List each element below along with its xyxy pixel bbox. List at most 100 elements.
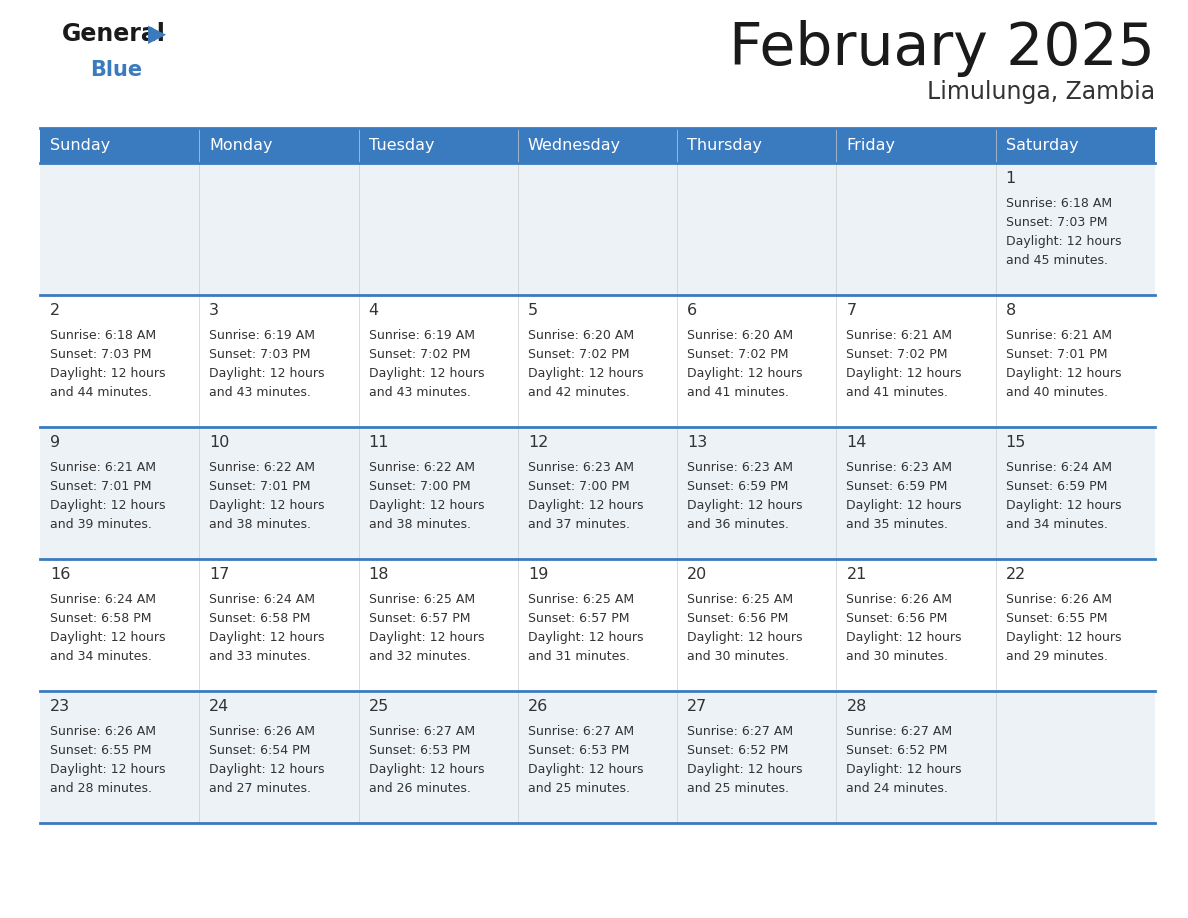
Bar [677, 295, 836, 427]
Text: and 45 minutes.: and 45 minutes. [1006, 254, 1107, 267]
Text: Daylight: 12 hours: Daylight: 12 hours [687, 499, 803, 512]
Bar [200, 427, 359, 559]
Text: 11: 11 [368, 435, 390, 450]
Text: Sunrise: 6:24 AM: Sunrise: 6:24 AM [209, 593, 315, 606]
Text: Daylight: 12 hours: Daylight: 12 hours [846, 367, 962, 380]
Text: Sunset: 6:57 PM: Sunset: 6:57 PM [527, 612, 630, 625]
Text: Sunrise: 6:24 AM: Sunrise: 6:24 AM [1006, 461, 1112, 474]
Text: Daylight: 12 hours: Daylight: 12 hours [527, 763, 644, 776]
Text: and 34 minutes.: and 34 minutes. [1006, 518, 1107, 531]
Text: Sunrise: 6:25 AM: Sunrise: 6:25 AM [527, 593, 634, 606]
Text: Daylight: 12 hours: Daylight: 12 hours [209, 631, 324, 644]
Text: Sunset: 6:52 PM: Sunset: 6:52 PM [846, 744, 948, 757]
Text: Sunset: 7:03 PM: Sunset: 7:03 PM [1006, 216, 1107, 229]
Text: and 37 minutes.: and 37 minutes. [527, 518, 630, 531]
Text: 20: 20 [687, 567, 707, 582]
Text: Daylight: 12 hours: Daylight: 12 hours [1006, 631, 1121, 644]
Text: Daylight: 12 hours: Daylight: 12 hours [50, 499, 165, 512]
Bar [40, 128, 200, 163]
Text: Sunset: 6:54 PM: Sunset: 6:54 PM [209, 744, 310, 757]
Text: 28: 28 [846, 699, 867, 714]
Bar [677, 691, 836, 823]
Text: Sunrise: 6:21 AM: Sunrise: 6:21 AM [846, 329, 953, 342]
Text: Daylight: 12 hours: Daylight: 12 hours [209, 367, 324, 380]
Text: Daylight: 12 hours: Daylight: 12 hours [527, 367, 644, 380]
Text: and 24 minutes.: and 24 minutes. [846, 782, 948, 795]
Bar [996, 559, 1155, 691]
Bar [677, 163, 836, 295]
Text: Sunrise: 6:22 AM: Sunrise: 6:22 AM [209, 461, 315, 474]
Text: Friday: Friday [846, 138, 896, 153]
Text: Sunrise: 6:23 AM: Sunrise: 6:23 AM [527, 461, 634, 474]
Bar [996, 427, 1155, 559]
Text: Sunset: 6:59 PM: Sunset: 6:59 PM [1006, 480, 1107, 493]
Text: and 28 minutes.: and 28 minutes. [50, 782, 152, 795]
Text: Sunrise: 6:19 AM: Sunrise: 6:19 AM [209, 329, 315, 342]
Bar [359, 427, 518, 559]
Text: Sunrise: 6:23 AM: Sunrise: 6:23 AM [846, 461, 953, 474]
Text: Sunset: 7:00 PM: Sunset: 7:00 PM [527, 480, 630, 493]
Text: 8: 8 [1006, 303, 1016, 318]
Text: ▶: ▶ [148, 22, 166, 46]
Text: Daylight: 12 hours: Daylight: 12 hours [368, 367, 484, 380]
Text: 15: 15 [1006, 435, 1026, 450]
Text: 5: 5 [527, 303, 538, 318]
Text: Sunset: 6:53 PM: Sunset: 6:53 PM [527, 744, 630, 757]
Text: 19: 19 [527, 567, 548, 582]
Text: Sunset: 7:01 PM: Sunset: 7:01 PM [50, 480, 152, 493]
Text: and 33 minutes.: and 33 minutes. [209, 650, 311, 663]
Bar [996, 691, 1155, 823]
Text: 10: 10 [209, 435, 229, 450]
Text: and 35 minutes.: and 35 minutes. [846, 518, 948, 531]
Text: Sunset: 7:01 PM: Sunset: 7:01 PM [209, 480, 311, 493]
Bar [836, 163, 996, 295]
Text: and 36 minutes.: and 36 minutes. [687, 518, 789, 531]
Text: Sunrise: 6:21 AM: Sunrise: 6:21 AM [50, 461, 156, 474]
Bar [200, 163, 359, 295]
Bar [359, 295, 518, 427]
Text: and 42 minutes.: and 42 minutes. [527, 386, 630, 399]
Bar [359, 128, 518, 163]
Text: Sunset: 6:55 PM: Sunset: 6:55 PM [1006, 612, 1107, 625]
Bar [40, 427, 200, 559]
Text: Sunset: 7:02 PM: Sunset: 7:02 PM [527, 348, 630, 361]
Text: and 34 minutes.: and 34 minutes. [50, 650, 152, 663]
Text: Limulunga, Zambia: Limulunga, Zambia [927, 80, 1155, 104]
Text: Sunrise: 6:22 AM: Sunrise: 6:22 AM [368, 461, 474, 474]
Text: 1: 1 [1006, 171, 1016, 186]
Text: Sunset: 6:52 PM: Sunset: 6:52 PM [687, 744, 789, 757]
Text: 14: 14 [846, 435, 867, 450]
Text: Monday: Monday [209, 138, 273, 153]
Text: Sunset: 7:02 PM: Sunset: 7:02 PM [846, 348, 948, 361]
Text: Sunrise: 6:20 AM: Sunrise: 6:20 AM [687, 329, 794, 342]
Bar [200, 559, 359, 691]
Text: Daylight: 12 hours: Daylight: 12 hours [50, 631, 165, 644]
Text: Sunrise: 6:27 AM: Sunrise: 6:27 AM [846, 725, 953, 738]
Text: Sunset: 6:58 PM: Sunset: 6:58 PM [209, 612, 311, 625]
Text: Sunrise: 6:26 AM: Sunrise: 6:26 AM [209, 725, 315, 738]
Text: Thursday: Thursday [687, 138, 763, 153]
Text: and 43 minutes.: and 43 minutes. [209, 386, 311, 399]
Text: 27: 27 [687, 699, 707, 714]
Bar [40, 163, 200, 295]
Text: Sunset: 6:56 PM: Sunset: 6:56 PM [687, 612, 789, 625]
Text: Sunrise: 6:26 AM: Sunrise: 6:26 AM [846, 593, 953, 606]
Text: February 2025: February 2025 [729, 20, 1155, 77]
Bar [836, 295, 996, 427]
Text: 7: 7 [846, 303, 857, 318]
Text: Daylight: 12 hours: Daylight: 12 hours [846, 763, 962, 776]
Text: Blue: Blue [90, 60, 143, 80]
Text: and 38 minutes.: and 38 minutes. [209, 518, 311, 531]
Text: Daylight: 12 hours: Daylight: 12 hours [846, 631, 962, 644]
Text: Sunset: 6:58 PM: Sunset: 6:58 PM [50, 612, 152, 625]
Bar [359, 163, 518, 295]
Text: Sunrise: 6:25 AM: Sunrise: 6:25 AM [368, 593, 475, 606]
Text: and 43 minutes.: and 43 minutes. [368, 386, 470, 399]
Text: Sunrise: 6:19 AM: Sunrise: 6:19 AM [368, 329, 474, 342]
Bar [518, 163, 677, 295]
Bar [677, 559, 836, 691]
Text: Daylight: 12 hours: Daylight: 12 hours [209, 763, 324, 776]
Text: Sunrise: 6:27 AM: Sunrise: 6:27 AM [527, 725, 634, 738]
Bar [518, 559, 677, 691]
Text: and 27 minutes.: and 27 minutes. [209, 782, 311, 795]
